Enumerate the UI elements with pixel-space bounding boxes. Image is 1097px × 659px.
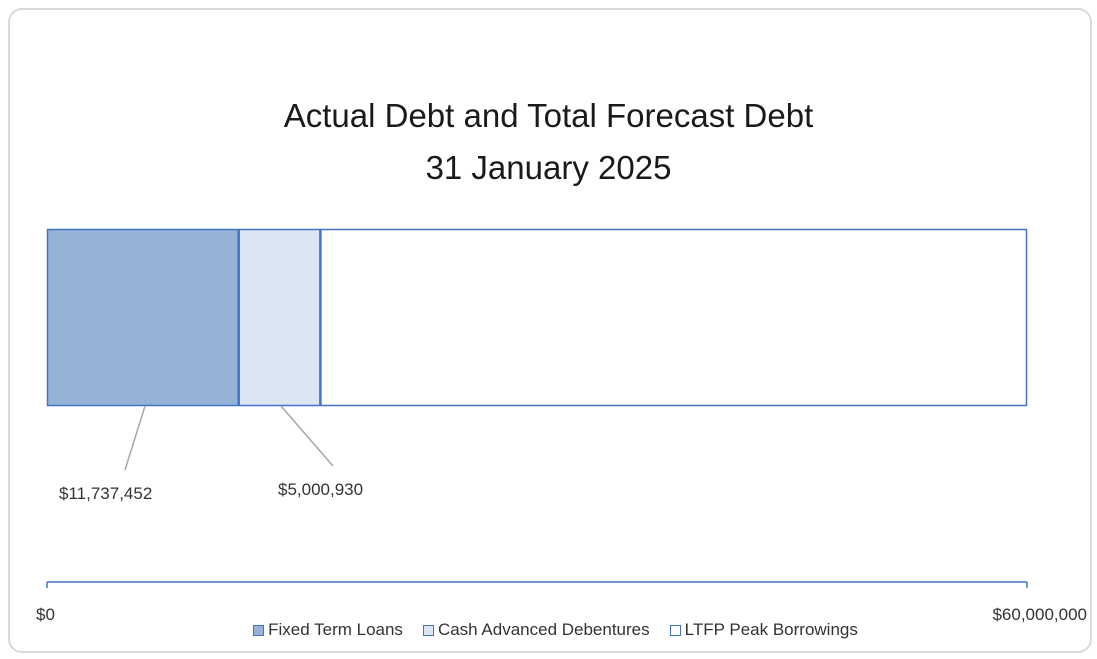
data-label-0: $11,737,452 xyxy=(59,484,152,503)
leader-line-0 xyxy=(124,405,146,471)
legend-label-fixed-term-loans: Fixed Term Loans xyxy=(268,620,403,639)
legend-label-cash-advanced-debentures: Cash Advanced Debentures xyxy=(437,620,650,639)
chart-subtitle: 31 January 2025 xyxy=(425,149,672,186)
x-tick-label-0: $0 xyxy=(36,605,55,624)
bar-segment-cash-advanced-debentures xyxy=(238,228,321,407)
legend-label-ltfp-peak-borrowings: LTFP Peak Borrowings xyxy=(684,620,858,639)
legend-swatch-fixed-term-loans xyxy=(253,624,265,636)
data-label-1: $5,000,930 xyxy=(278,480,363,499)
x-tick-label-1: $60,000,000 xyxy=(992,605,1087,624)
legend-item-ltfp-peak-borrowings: LTFP Peak Borrowings xyxy=(669,620,858,640)
bar-segment-fixed-term-loans xyxy=(46,228,239,407)
legend-item-cash-advanced-debentures: Cash Advanced Debentures xyxy=(422,620,650,640)
chart-legend: Fixed Term Loans Cash Advanced Debenture… xyxy=(0,620,1097,640)
legend-swatch-cash-advanced-debentures xyxy=(422,624,434,636)
legend-item-fixed-term-loans: Fixed Term Loans xyxy=(253,620,403,640)
leader-line-1 xyxy=(280,405,334,467)
bar-segment-ltfp-peak-borrowings xyxy=(320,228,1028,407)
chart-title: Actual Debt and Total Forecast Debt xyxy=(283,97,814,134)
legend-swatch-ltfp-peak-borrowings xyxy=(669,624,681,636)
